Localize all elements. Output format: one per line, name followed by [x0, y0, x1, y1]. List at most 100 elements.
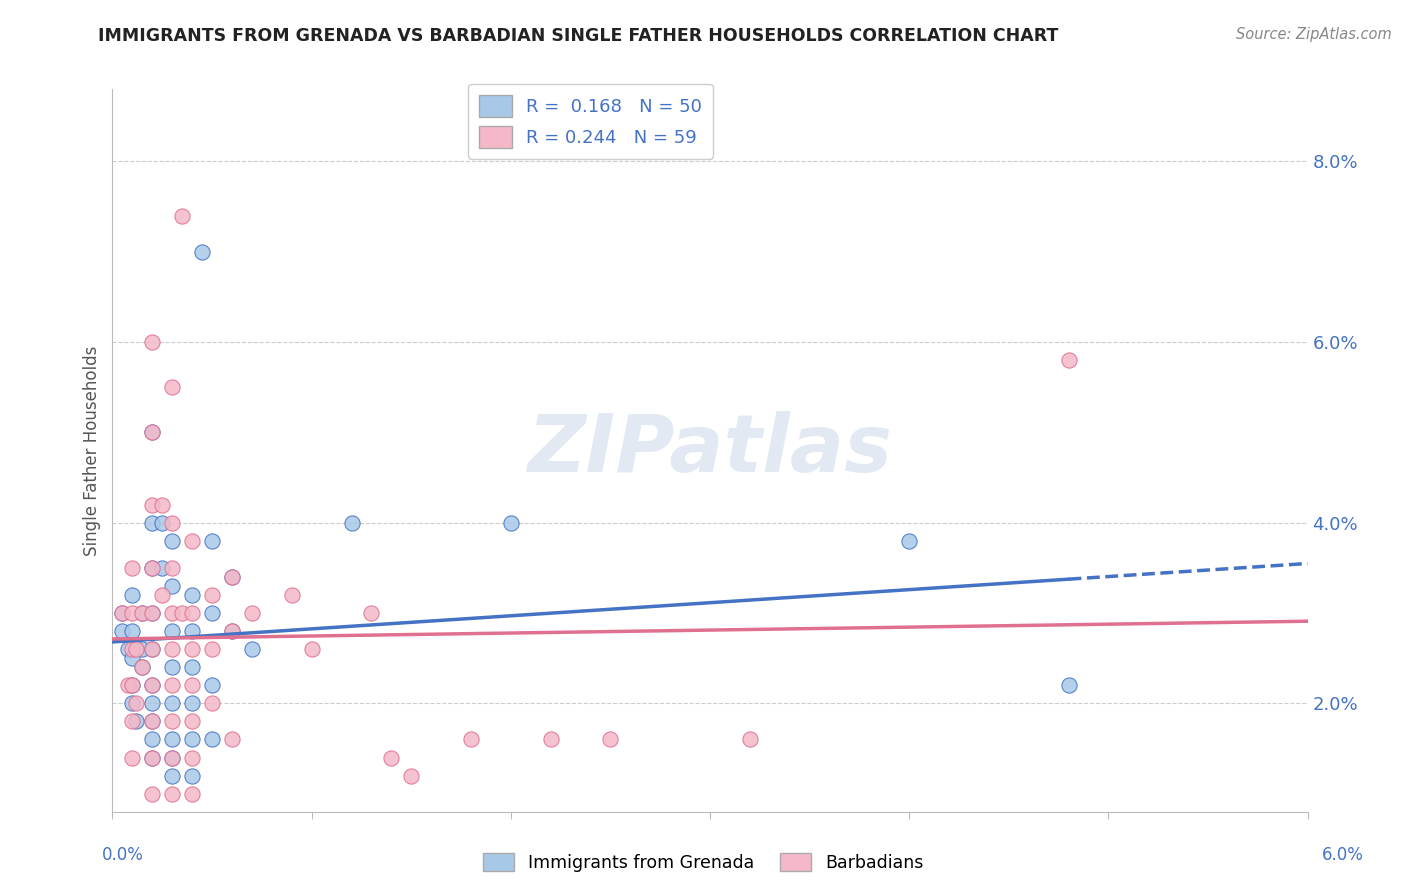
- Point: [162, 561, 183, 575]
- Point: [162, 696, 183, 710]
- Point: [162, 714, 183, 729]
- Point: [172, 606, 194, 620]
- Point: [162, 678, 183, 692]
- Point: [141, 606, 163, 620]
- Point: [141, 561, 163, 575]
- Point: [125, 696, 148, 710]
- Point: [201, 732, 224, 747]
- Point: [117, 678, 139, 692]
- Point: [121, 696, 143, 710]
- Point: [131, 642, 153, 657]
- Point: [125, 714, 148, 729]
- Point: [162, 732, 183, 747]
- Point: [121, 642, 143, 657]
- Point: [141, 714, 163, 729]
- Point: [499, 516, 522, 530]
- Point: [131, 660, 153, 674]
- Point: [281, 588, 304, 602]
- Point: [162, 533, 183, 548]
- Point: [201, 533, 224, 548]
- Point: [117, 642, 139, 657]
- Point: [540, 732, 562, 747]
- Point: [240, 642, 263, 657]
- Point: [201, 606, 224, 620]
- Point: [121, 624, 143, 639]
- Point: [599, 732, 621, 747]
- Point: [162, 380, 183, 394]
- Point: [121, 750, 143, 764]
- Point: [141, 642, 163, 657]
- Point: [1057, 678, 1080, 692]
- Point: [121, 714, 143, 729]
- Point: [111, 606, 134, 620]
- Point: [181, 732, 204, 747]
- Point: [141, 750, 163, 764]
- Point: [221, 570, 243, 584]
- Point: [141, 425, 163, 440]
- Point: [121, 588, 143, 602]
- Point: [131, 606, 153, 620]
- Point: [181, 787, 204, 801]
- Point: [181, 642, 204, 657]
- Point: [150, 588, 173, 602]
- Point: [111, 624, 134, 639]
- Point: [181, 714, 204, 729]
- Point: [141, 678, 163, 692]
- Point: [121, 606, 143, 620]
- Point: [201, 588, 224, 602]
- Point: [181, 769, 204, 783]
- Point: [150, 516, 173, 530]
- Point: [111, 606, 134, 620]
- Point: [141, 606, 163, 620]
- Legend: Immigrants from Grenada, Barbadians: Immigrants from Grenada, Barbadians: [475, 847, 931, 879]
- Point: [181, 588, 204, 602]
- Point: [125, 642, 148, 657]
- Point: [141, 516, 163, 530]
- Point: [150, 561, 173, 575]
- Point: [162, 750, 183, 764]
- Point: [162, 750, 183, 764]
- Point: [141, 425, 163, 440]
- Point: [181, 750, 204, 764]
- Point: [141, 732, 163, 747]
- Point: [181, 696, 204, 710]
- Point: [201, 678, 224, 692]
- Point: [240, 606, 263, 620]
- Text: ZIPatlas: ZIPatlas: [527, 411, 893, 490]
- Point: [181, 678, 204, 692]
- Text: IMMIGRANTS FROM GRENADA VS BARBADIAN SINGLE FATHER HOUSEHOLDS CORRELATION CHART: IMMIGRANTS FROM GRENADA VS BARBADIAN SIN…: [98, 27, 1059, 45]
- Point: [141, 678, 163, 692]
- Text: 6.0%: 6.0%: [1322, 846, 1364, 863]
- Point: [141, 642, 163, 657]
- Point: [131, 660, 153, 674]
- Point: [221, 624, 243, 639]
- Point: [181, 624, 204, 639]
- Point: [141, 696, 163, 710]
- Point: [162, 787, 183, 801]
- Point: [141, 498, 163, 512]
- Point: [738, 732, 761, 747]
- Point: [181, 606, 204, 620]
- Point: [221, 732, 243, 747]
- Point: [141, 714, 163, 729]
- Point: [162, 642, 183, 657]
- Legend: R =  0.168   N = 50, R = 0.244   N = 59: R = 0.168 N = 50, R = 0.244 N = 59: [468, 84, 713, 159]
- Point: [131, 606, 153, 620]
- Point: [1057, 353, 1080, 368]
- Point: [141, 561, 163, 575]
- Point: [121, 651, 143, 665]
- Point: [162, 579, 183, 593]
- Point: [221, 624, 243, 639]
- Point: [401, 769, 423, 783]
- Y-axis label: Single Father Households: Single Father Households: [83, 345, 101, 556]
- Point: [380, 750, 402, 764]
- Point: [221, 570, 243, 584]
- Point: [181, 533, 204, 548]
- Point: [121, 678, 143, 692]
- Point: [360, 606, 382, 620]
- Point: [162, 606, 183, 620]
- Point: [141, 334, 163, 349]
- Point: [121, 561, 143, 575]
- Point: [201, 696, 224, 710]
- Point: [162, 769, 183, 783]
